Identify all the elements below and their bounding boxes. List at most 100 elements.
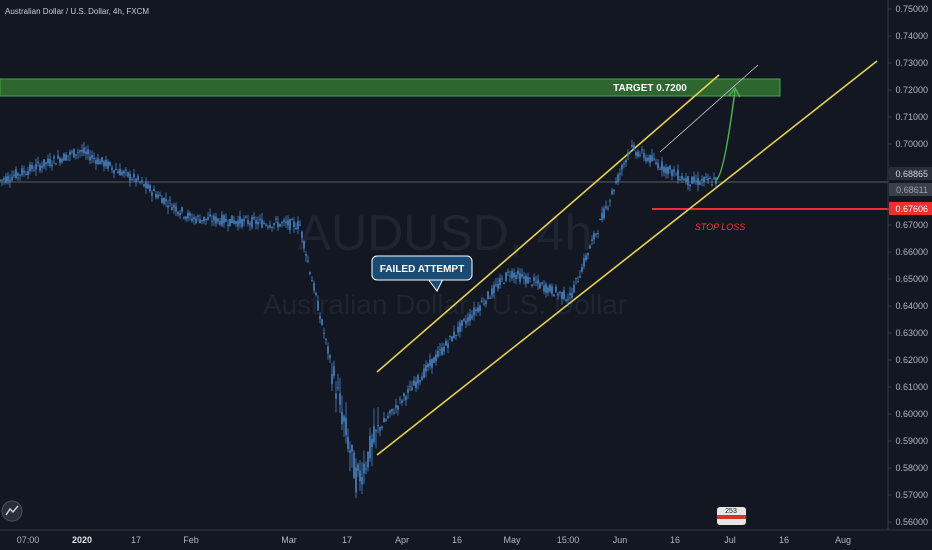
candle-body bbox=[59, 158, 61, 164]
candle-body bbox=[439, 349, 441, 351]
candle-body bbox=[657, 163, 659, 169]
time-tick-label: 16 bbox=[452, 535, 462, 545]
candle-body bbox=[45, 162, 47, 165]
candle-body bbox=[647, 157, 649, 161]
candle-body bbox=[665, 167, 667, 174]
candle-body bbox=[659, 168, 661, 170]
candle-body bbox=[441, 347, 443, 355]
candle-body bbox=[305, 254, 307, 257]
candle-body bbox=[621, 164, 623, 170]
candle-body bbox=[153, 188, 155, 192]
candle-body bbox=[499, 278, 501, 286]
candle-body bbox=[181, 207, 183, 212]
candle-body bbox=[479, 305, 481, 311]
candle-body bbox=[661, 161, 663, 171]
candle-body bbox=[369, 436, 371, 459]
candle-body bbox=[223, 215, 225, 224]
candle-body bbox=[545, 284, 547, 293]
stop-price-tag: 0.67606 bbox=[895, 204, 928, 214]
candle-body bbox=[47, 158, 49, 164]
candle-body bbox=[599, 219, 601, 221]
candle-body bbox=[1, 179, 3, 181]
price-tick-label: 0.59000 bbox=[895, 436, 928, 446]
candle-body bbox=[355, 467, 357, 493]
candle-body bbox=[693, 176, 695, 182]
candle-body bbox=[691, 176, 693, 184]
candle-body bbox=[589, 245, 591, 249]
mini-channel-line[interactable] bbox=[659, 64, 759, 153]
candle-body bbox=[263, 223, 265, 225]
candle-body bbox=[125, 169, 127, 171]
candle-body bbox=[321, 319, 323, 325]
candle-body bbox=[261, 219, 263, 228]
callout-box bbox=[371, 255, 473, 281]
candle-body bbox=[209, 214, 211, 217]
candle-body bbox=[121, 172, 123, 175]
candle-body bbox=[495, 284, 497, 286]
candle-body bbox=[613, 189, 615, 192]
candle-body bbox=[595, 233, 597, 235]
candle-body bbox=[377, 424, 379, 427]
candle-body bbox=[675, 174, 677, 176]
candle-body bbox=[103, 161, 105, 167]
candle-body bbox=[341, 411, 343, 425]
candle-body bbox=[351, 445, 353, 452]
candle-body bbox=[565, 299, 567, 301]
candle-body bbox=[585, 255, 587, 261]
candle-body bbox=[161, 198, 163, 204]
candle-body bbox=[425, 364, 427, 372]
candle-body bbox=[287, 220, 289, 226]
candle-body bbox=[15, 169, 17, 179]
candle-body bbox=[191, 218, 193, 221]
candle-body bbox=[215, 216, 217, 224]
candle-body bbox=[689, 184, 691, 187]
candle-body bbox=[119, 168, 121, 176]
candle-body bbox=[399, 398, 401, 400]
candle-body bbox=[475, 309, 477, 311]
target-zone[interactable] bbox=[0, 78, 781, 97]
candle-body bbox=[487, 291, 489, 299]
candle-body bbox=[477, 307, 479, 312]
time-tick-label: 16 bbox=[779, 535, 789, 545]
candle-body bbox=[301, 231, 303, 238]
candle-body bbox=[337, 387, 339, 389]
candle-body bbox=[603, 208, 605, 219]
candle-body bbox=[525, 275, 527, 284]
failed-attempt-callout[interactable]: FAILED ATTEMPT bbox=[371, 255, 473, 292]
candle-body bbox=[713, 177, 715, 179]
candle-body bbox=[705, 176, 707, 178]
candle-body bbox=[309, 272, 311, 275]
candle-body bbox=[11, 176, 13, 181]
logo-button[interactable] bbox=[1, 500, 23, 522]
candle-body bbox=[569, 292, 571, 296]
candle-body bbox=[403, 393, 405, 397]
candle-body bbox=[617, 174, 619, 182]
candle-body bbox=[127, 172, 129, 177]
candle-body bbox=[249, 223, 251, 225]
price-tick-label: 0.64000 bbox=[895, 301, 928, 311]
candle-body bbox=[269, 224, 271, 228]
candle-body bbox=[421, 376, 423, 381]
candle-body bbox=[509, 275, 511, 277]
candle-body bbox=[165, 198, 167, 202]
candle-body bbox=[27, 171, 29, 175]
candle-body bbox=[431, 358, 433, 368]
candle-body bbox=[371, 438, 373, 448]
time-tick-label: Jun bbox=[613, 535, 628, 545]
candle-body bbox=[159, 194, 161, 196]
events-badge[interactable]: 253 bbox=[717, 507, 746, 525]
candle-body bbox=[295, 227, 297, 230]
candle-body bbox=[379, 427, 381, 431]
candle-body bbox=[553, 294, 555, 297]
candle-body bbox=[451, 336, 453, 342]
candle-body bbox=[311, 280, 313, 282]
candle-body bbox=[37, 161, 39, 163]
channel-upper-line[interactable] bbox=[376, 74, 720, 373]
candle-body bbox=[49, 158, 51, 166]
projection-arrow[interactable] bbox=[715, 89, 736, 181]
candle-body bbox=[195, 218, 197, 223]
channel-lower-line[interactable] bbox=[376, 60, 878, 456]
candle-body bbox=[241, 219, 243, 227]
candle-body bbox=[533, 277, 535, 281]
